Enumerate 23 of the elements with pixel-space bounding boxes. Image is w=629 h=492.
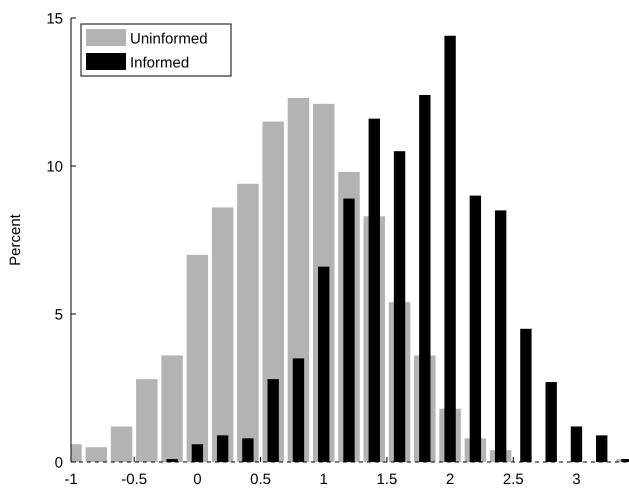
bar <box>161 355 183 462</box>
bar <box>186 254 208 462</box>
x-tick-label: 1 <box>320 471 328 488</box>
bar <box>136 379 158 462</box>
y-axis-title: Percent <box>7 213 24 266</box>
x-tick-label: -1 <box>64 471 78 488</box>
x-tick-label: 3 <box>572 471 581 488</box>
x-tick-label: 0 <box>193 471 202 488</box>
bar <box>110 426 132 462</box>
x-tick-label: -0.5 <box>121 471 148 488</box>
bar <box>237 184 259 462</box>
x-tick-label: 2 <box>446 471 454 488</box>
y-tick-label: 10 <box>46 158 63 176</box>
x-tick-label: 1.5 <box>376 471 398 488</box>
x-tick-label: 0.5 <box>250 471 271 488</box>
legend-label: Uninformed <box>130 30 208 48</box>
y-tick-label: 0 <box>54 454 63 472</box>
bar <box>212 207 234 462</box>
y-tick-label: 5 <box>54 306 63 324</box>
x-tick-label: 2.5 <box>502 471 524 488</box>
y-tick-label: 15 <box>46 10 63 28</box>
bar <box>86 447 108 462</box>
legend-label: Informed <box>130 54 190 72</box>
